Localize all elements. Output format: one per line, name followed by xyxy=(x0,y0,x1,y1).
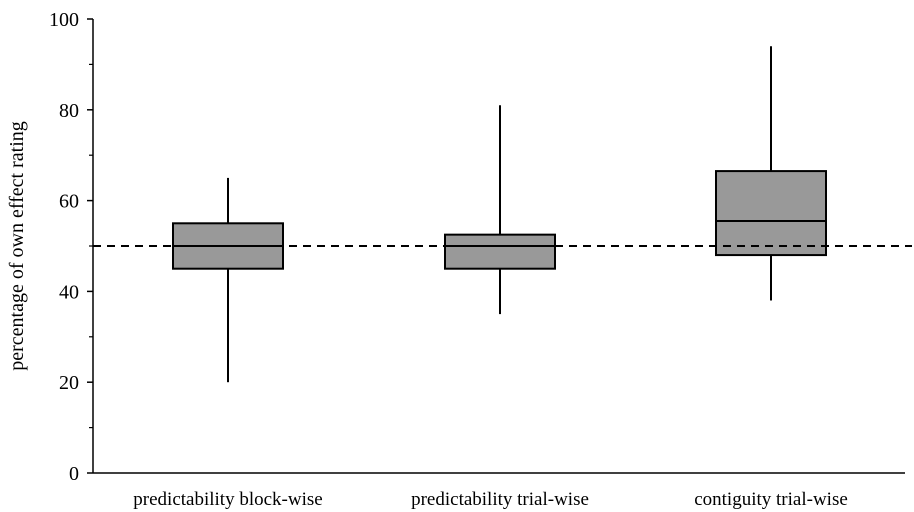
y-axis-title: percentage of own effect rating xyxy=(6,121,28,371)
y-tick-label: 60 xyxy=(59,191,79,213)
category-label: predictability block-wise xyxy=(133,489,322,510)
y-tick-label: 100 xyxy=(49,9,79,31)
box-body xyxy=(444,233,556,270)
y-tick-label: 0 xyxy=(69,463,79,485)
y-tick-label: 20 xyxy=(59,372,79,394)
boxes xyxy=(172,46,827,383)
y-ticks: 0 20 40 60 80 100 xyxy=(49,9,93,485)
box-1 xyxy=(172,177,284,383)
y-tick-label: 40 xyxy=(59,281,79,303)
box-3 xyxy=(715,46,827,301)
category-label: predictability trial-wise xyxy=(411,489,589,510)
category-label: contiguity trial-wise xyxy=(694,489,848,510)
box-body xyxy=(715,170,827,257)
category-labels: predictability block-wise predictability … xyxy=(133,489,847,510)
y-tick-label: 80 xyxy=(59,100,79,122)
box-2 xyxy=(444,105,556,315)
